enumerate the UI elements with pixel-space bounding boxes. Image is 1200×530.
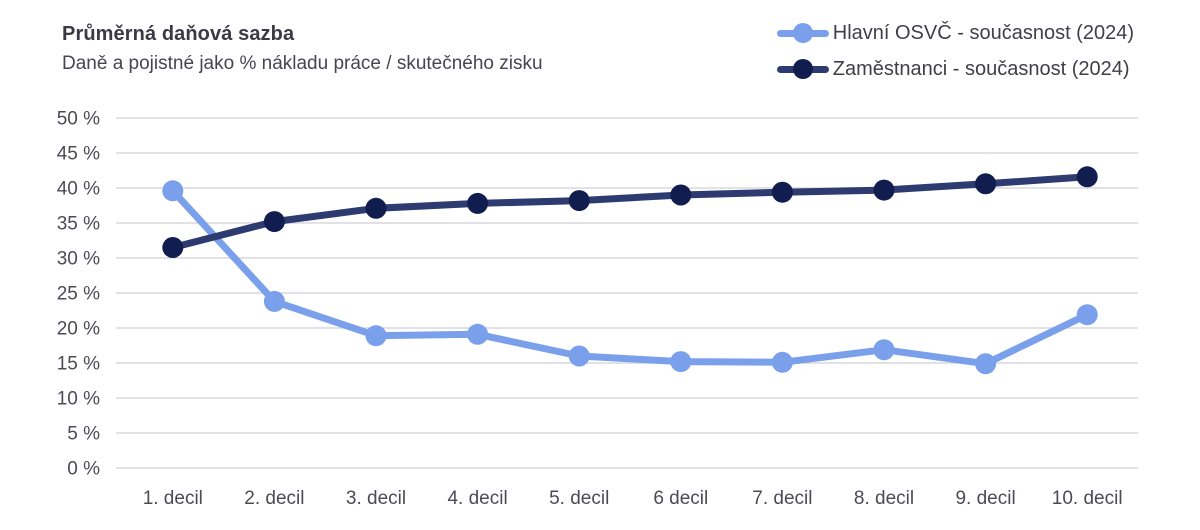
data-point-hlavni-osvc [365, 325, 387, 347]
data-point-hlavni-osvc [467, 323, 489, 345]
chart-subtitle: Daně a pojistné jako % nákladu práce / s… [62, 53, 543, 74]
x-tick-label: 6 decil [653, 488, 708, 509]
chart-header: Průměrná daňová sazba Daně a pojistné ja… [62, 22, 543, 76]
x-tick-label: 7. decil [752, 488, 812, 509]
legend-label-zamestnanci: Zaměstnanci - současnost (2024) [832, 57, 1130, 80]
data-point-zamestnanci [365, 197, 387, 219]
x-tick-label: 10. decil [1052, 488, 1123, 509]
legend-marker-hlavni-osvc [776, 23, 829, 43]
data-point-zamestnanci [771, 181, 793, 203]
y-tick-label: 0 % [67, 459, 100, 480]
series-line-hlavni-osvc [169, 187, 1091, 368]
y-tick-label: 35 % [57, 214, 100, 235]
series-line-zamestnanci [169, 173, 1091, 251]
y-tick-label: 20 % [57, 319, 100, 340]
x-tick-label: 5. decil [549, 488, 609, 509]
x-tick-label: 3. decil [346, 488, 406, 509]
legend-label-hlavni-osvc: Hlavní OSVČ - současnost (2024) [832, 21, 1134, 44]
legend-item-hlavni-osvc: Hlavní OSVČ - současnost (2024) [776, 16, 1134, 50]
x-tick-label: 8. decil [854, 488, 914, 509]
data-point-hlavni-osvc [771, 351, 793, 373]
y-tick-label: 25 % [57, 284, 100, 305]
legend: Hlavní OSVČ - současnost (2024) Zaměstna… [776, 16, 1134, 86]
y-tick-label: 5 % [67, 424, 100, 445]
legend-item-zamestnanci: Zaměstnanci - současnost (2024) [776, 52, 1134, 86]
x-tick-label: 2. decil [244, 488, 304, 509]
legend-dot-icon [792, 23, 813, 43]
y-tick-label: 15 % [57, 354, 100, 375]
data-point-zamestnanci [670, 184, 692, 206]
data-point-hlavni-osvc [162, 180, 184, 202]
data-point-hlavni-osvc [873, 339, 895, 361]
data-point-hlavni-osvc [263, 290, 285, 312]
data-point-zamestnanci [873, 179, 895, 201]
data-point-zamestnanci [1076, 166, 1098, 188]
legend-marker-zamestnanci [776, 59, 829, 79]
data-point-hlavni-osvc [568, 345, 590, 367]
legend-dot-icon [792, 59, 813, 79]
x-tick-label: 4. decil [447, 488, 507, 509]
chart-title: Průměrná daňová sazba [62, 23, 295, 45]
data-point-hlavni-osvc [975, 353, 997, 375]
data-point-zamestnanci [975, 173, 997, 195]
data-point-hlavni-osvc [1076, 304, 1098, 326]
x-tick-label: 9. decil [955, 488, 1015, 509]
data-point-zamestnanci [568, 190, 590, 212]
y-tick-label: 40 % [57, 179, 100, 200]
y-tick-label: 50 % [57, 109, 100, 130]
y-tick-label: 30 % [57, 249, 100, 270]
y-tick-label: 10 % [57, 389, 100, 410]
y-tick-label: 45 % [57, 144, 100, 165]
data-point-zamestnanci [467, 192, 489, 214]
x-tick-label: 1. decil [143, 488, 203, 509]
data-point-hlavni-osvc [670, 351, 692, 373]
data-point-zamestnanci [162, 237, 184, 258]
data-point-zamestnanci [263, 211, 285, 233]
